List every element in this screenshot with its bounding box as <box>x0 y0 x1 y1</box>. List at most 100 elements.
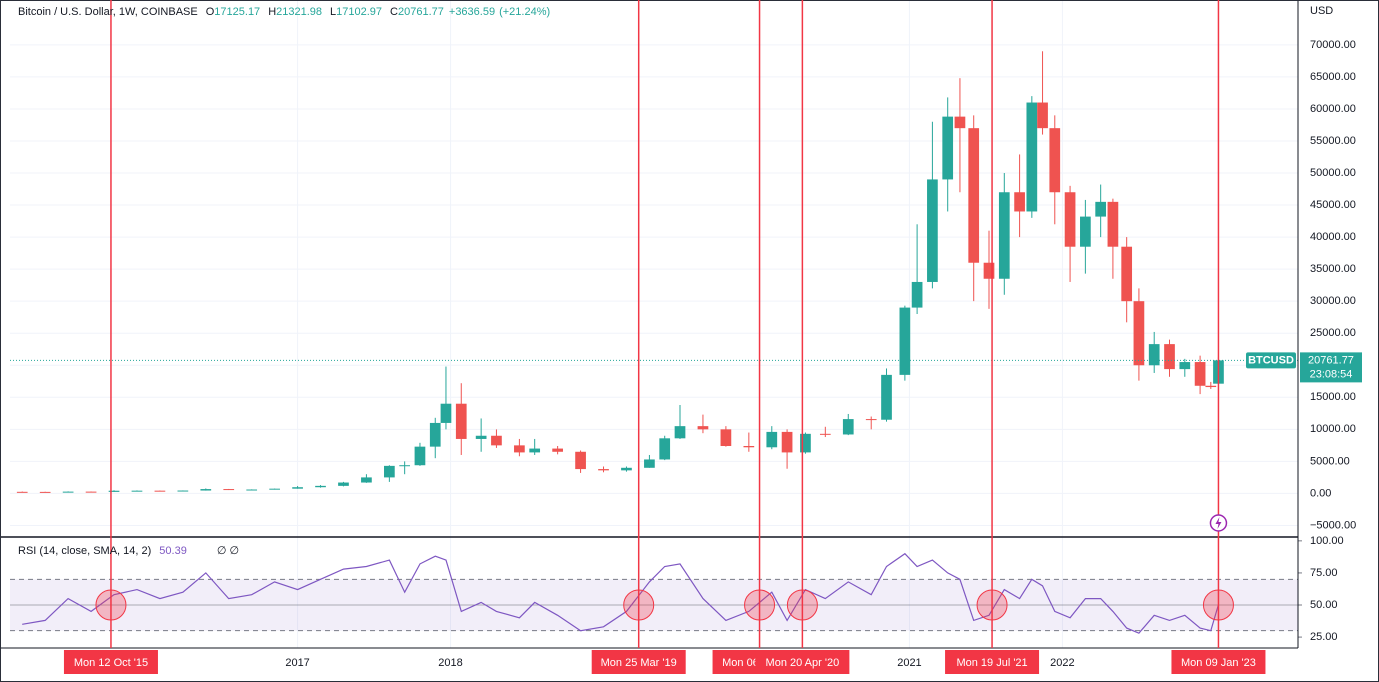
candle-body <box>1194 362 1206 386</box>
candle-body <box>16 491 28 493</box>
y-tick-label: 5000.00 <box>1310 455 1350 467</box>
x-tick-label: 2022 <box>1050 657 1074 669</box>
candle-body <box>1080 216 1091 247</box>
candle-body <box>800 433 811 453</box>
last-price-label: 20761.77 <box>1308 354 1354 366</box>
event-label: Mon 20 Apr '20 <box>766 657 840 669</box>
alert-bolt <box>1215 517 1222 529</box>
event-label: Mon 09 Jan '23 <box>1181 657 1256 669</box>
candle-body <box>1164 344 1175 370</box>
candle-body <box>1095 201 1107 217</box>
event-label: Mon 19 Jul '21 <box>956 657 1027 669</box>
event-label-box <box>1171 650 1266 674</box>
ohlc-letter: H <box>268 6 276 18</box>
y-tick-label: 10000.00 <box>1310 423 1356 435</box>
change-percent: (+21.24%) <box>499 6 550 18</box>
candle-body <box>1133 301 1145 366</box>
candle-body <box>998 192 1010 279</box>
symbol-tag <box>1246 352 1296 369</box>
y-tick-label: −5000.00 <box>1310 519 1356 531</box>
ohlc-value: 17125.17 <box>214 6 260 18</box>
rsi-value: 50.39 <box>159 545 187 557</box>
candle-body <box>62 491 74 493</box>
rsi-title: RSI (14, close, SMA, 14, 2) <box>18 545 151 557</box>
ohlc-letter: L <box>330 6 336 18</box>
event-circle <box>95 589 127 621</box>
candle-body <box>200 489 212 491</box>
candle-body <box>983 262 995 279</box>
candle-body <box>1026 102 1038 212</box>
y-tick-label: 40000.00 <box>1310 231 1356 243</box>
candle-body <box>514 445 525 453</box>
event-label-box <box>945 650 1040 674</box>
candle-body <box>842 419 854 435</box>
change-value: +3636.59 <box>449 6 495 18</box>
candle-body <box>942 116 954 180</box>
y-tick-label: 45000.00 <box>1310 199 1356 211</box>
candle-body <box>414 446 426 466</box>
candle-body <box>899 307 911 375</box>
rsi-tick-label: 100.00 <box>1310 535 1344 547</box>
candle-body <box>644 459 655 468</box>
candle-body <box>85 491 97 493</box>
event-circle <box>744 589 776 621</box>
symbol-label: BTCUSD <box>1248 354 1294 366</box>
x-tick-label: 2021 <box>897 657 921 669</box>
candle-body <box>315 485 326 488</box>
candle-body <box>361 477 372 483</box>
y-tick-label: 60000.00 <box>1310 103 1356 115</box>
ohlc-letter: O <box>206 6 215 18</box>
event-label: Mon 25 Mar '19 <box>601 657 677 669</box>
candle-body <box>131 490 143 492</box>
candle-body <box>621 467 632 471</box>
candle-body <box>575 451 586 470</box>
x-tick-label: 2017 <box>285 657 309 669</box>
candle-body <box>1064 192 1076 247</box>
candle-body <box>455 403 467 439</box>
candle-body <box>292 487 303 489</box>
candle-body <box>39 491 51 493</box>
candle-body <box>1014 192 1025 212</box>
candle-body <box>766 431 778 448</box>
y-tick-label: 15000.00 <box>1310 391 1356 403</box>
candle-body <box>781 431 793 453</box>
candle-body <box>927 179 938 282</box>
candle-body <box>865 419 877 421</box>
candle-body <box>968 128 980 263</box>
chart-title: Bitcoin / U.S. Dollar, 1W, COINBASE <box>18 6 198 18</box>
candle-body <box>223 489 235 491</box>
candle-body <box>246 489 258 491</box>
ohlc-letter: C <box>390 6 398 18</box>
candle-body <box>108 490 120 492</box>
candle-body <box>1107 201 1119 247</box>
ohlc-value: 21321.98 <box>276 6 322 18</box>
price-tag <box>1300 352 1362 383</box>
candle-body <box>529 448 541 453</box>
candle-body <box>743 446 755 448</box>
candle-body <box>338 482 349 486</box>
rsi-tick-label: 50.00 <box>1310 599 1338 611</box>
y-tick-label: 30000.00 <box>1310 295 1356 307</box>
candle-body <box>429 422 441 447</box>
event-label-box <box>63 650 158 674</box>
candle-body <box>819 433 831 435</box>
y-tick-label: 50000.00 <box>1310 167 1356 179</box>
candle-body <box>720 429 732 447</box>
candle-body <box>1148 344 1160 366</box>
ohlc-value: 17102.97 <box>336 6 382 18</box>
candle-body <box>1121 246 1133 302</box>
candle-body <box>491 435 502 446</box>
candle-body <box>440 403 452 423</box>
candle-body <box>674 426 686 439</box>
currency-label: USD <box>1310 5 1333 17</box>
candle-body <box>697 426 709 430</box>
candle-body <box>954 116 966 129</box>
candle-body <box>154 490 166 492</box>
event-label-box <box>591 650 686 674</box>
y-tick-label: 35000.00 <box>1310 263 1356 275</box>
rsi-extra: ∅ ∅ <box>217 545 239 557</box>
countdown-label: 23:08:54 <box>1310 368 1353 380</box>
event-label-box <box>755 650 850 674</box>
